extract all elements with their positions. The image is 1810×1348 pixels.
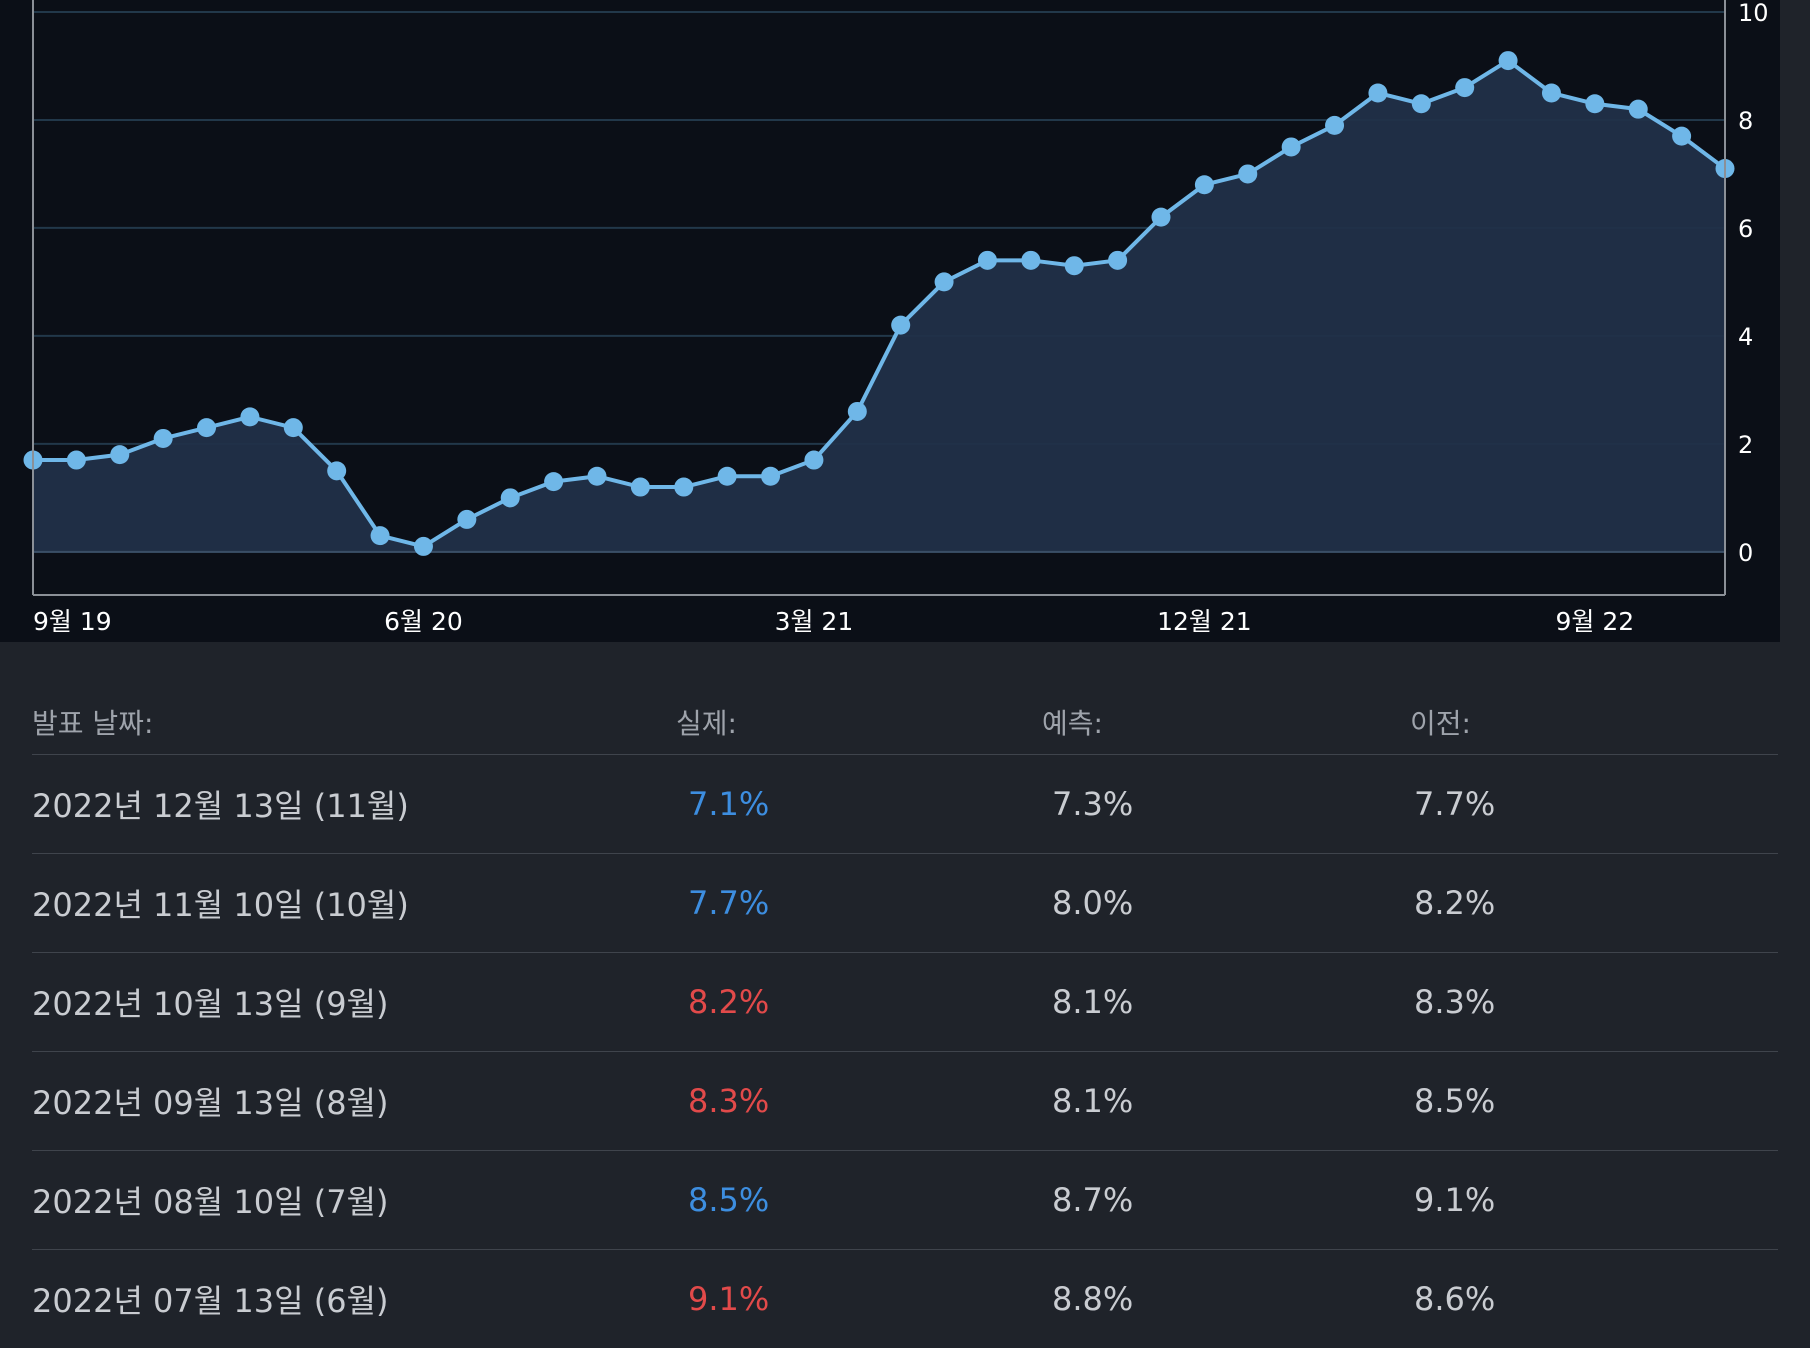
data-point	[1281, 137, 1301, 157]
data-point	[1455, 78, 1475, 98]
data-point	[1411, 94, 1431, 114]
row-actual: 9.1%	[688, 1280, 770, 1318]
series-line	[33, 58, 1727, 549]
y-tick-label: 10	[1738, 0, 1769, 27]
data-point	[153, 428, 173, 448]
row-previous: 8.3%	[1414, 983, 1496, 1021]
header-previous: 이전:	[1410, 707, 1471, 740]
row-date: 2022년 12월 13일 (11월)	[32, 787, 409, 825]
data-point	[934, 272, 954, 292]
y-tick-label: 6	[1738, 215, 1753, 243]
header-actual: 실제:	[676, 707, 737, 740]
data-point	[674, 477, 694, 497]
row-date: 2022년 10월 13일 (9월)	[32, 985, 389, 1023]
row-previous: 7.7%	[1414, 785, 1496, 823]
data-point	[1628, 99, 1648, 119]
y-tick-label: 4	[1738, 323, 1753, 351]
data-point	[1021, 250, 1041, 270]
row-previous: 8.2%	[1414, 884, 1496, 922]
row-previous: 9.1%	[1414, 1181, 1496, 1219]
data-point	[1672, 126, 1692, 146]
row-date: 2022년 08월 10일 (7월)	[32, 1183, 389, 1221]
data-point	[1368, 83, 1388, 103]
data-point	[717, 466, 737, 486]
data-point	[977, 250, 997, 270]
row-forecast: 8.7%	[1052, 1181, 1134, 1219]
data-point	[500, 488, 520, 508]
x-tick-label: 3월 21	[775, 607, 854, 636]
inflation-chart: 0 2 4 6 8 10 9월 19 6월 20 3월 21 12월 21 9월 22	[0, 0, 1780, 642]
data-point	[110, 445, 130, 465]
y-tick-label: 8	[1738, 107, 1753, 135]
row-date: 2022년 07월 13일 (6월)	[32, 1282, 389, 1320]
data-point	[66, 450, 86, 470]
data-point	[1498, 51, 1518, 71]
release-history-table: 발표 날짜: 실제: 예측: 이전: 2022년 12월 13일 (11월) 7…	[32, 684, 1778, 1348]
data-point	[283, 418, 303, 438]
x-tick-label: 9월 19	[33, 607, 112, 636]
row-previous: 8.6%	[1414, 1280, 1496, 1318]
table-row: 2022년 08월 10일 (7월) 8.5% 8.7% 9.1%	[32, 1150, 1778, 1249]
row-forecast: 7.3%	[1052, 785, 1134, 823]
row-previous: 8.5%	[1414, 1082, 1496, 1120]
row-forecast: 8.1%	[1052, 1082, 1134, 1120]
data-point	[587, 466, 607, 486]
table-header: 발표 날짜: 실제: 예측: 이전:	[32, 684, 1778, 754]
data-point	[804, 450, 824, 470]
row-actual: 7.1%	[688, 785, 770, 823]
row-actual: 8.2%	[688, 983, 770, 1021]
row-actual: 7.7%	[688, 884, 770, 922]
data-point	[630, 477, 650, 497]
row-forecast: 8.8%	[1052, 1280, 1134, 1318]
row-forecast: 8.1%	[1052, 983, 1134, 1021]
data-point	[1151, 207, 1171, 227]
data-point	[1064, 256, 1084, 276]
row-forecast: 8.0%	[1052, 884, 1134, 922]
y-tick-label: 0	[1738, 539, 1753, 567]
data-point	[1585, 94, 1605, 114]
table-row: 2022년 11월 10일 (10월) 7.7% 8.0% 8.2%	[32, 853, 1778, 952]
data-point	[1194, 175, 1214, 195]
row-date: 2022년 11월 10일 (10월)	[32, 886, 409, 924]
table-row: 2022년 12월 13일 (11월) 7.1% 7.3% 7.7%	[32, 754, 1778, 853]
data-point	[1541, 83, 1561, 103]
header-date[interactable]: 발표 날짜:	[32, 707, 154, 740]
data-point	[891, 315, 911, 335]
data-point	[457, 509, 477, 529]
data-point	[197, 418, 217, 438]
x-tick-label: 9월 22	[1556, 607, 1635, 636]
table-row: 2022년 07월 13일 (6월) 9.1% 8.8% 8.6%	[32, 1249, 1778, 1348]
data-point	[240, 407, 260, 427]
row-actual: 8.3%	[688, 1082, 770, 1120]
data-point	[413, 536, 433, 556]
data-point	[1325, 115, 1345, 135]
header-forecast: 예측:	[1042, 707, 1103, 740]
y-tick-label: 2	[1738, 431, 1753, 459]
x-tick-label: 6월 20	[384, 607, 463, 636]
data-point	[847, 401, 867, 421]
data-point	[544, 472, 564, 492]
data-point	[327, 461, 347, 481]
table-row: 2022년 09월 13일 (8월) 8.3% 8.1% 8.5%	[32, 1051, 1778, 1150]
table-row: 2022년 10월 13일 (9월) 8.2% 8.1% 8.3%	[32, 952, 1778, 1051]
data-point	[370, 526, 390, 546]
data-point	[1108, 250, 1128, 270]
x-tick-label: 12월 21	[1157, 607, 1252, 636]
data-point	[761, 466, 781, 486]
row-date: 2022년 09월 13일 (8월)	[32, 1084, 389, 1122]
area-fill	[33, 60, 1725, 552]
row-actual: 8.5%	[688, 1181, 770, 1219]
data-point	[1238, 164, 1258, 184]
chart-svg: 0 2 4 6 8 10 9월 19 6월 20 3월 21 12월 21 9월 22	[0, 0, 1780, 642]
